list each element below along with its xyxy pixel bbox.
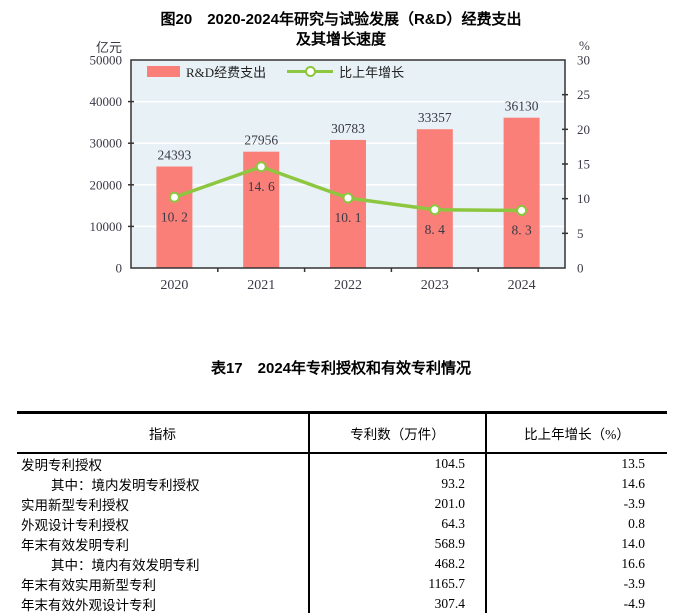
table-row: 年末有效实用新型专利 1165.7 -3.9 — [17, 574, 667, 594]
row-growth: -3.9 — [485, 494, 667, 514]
right-axis-unit: % — [579, 38, 590, 53]
row-label: 年末有效外观设计专利 — [21, 598, 156, 613]
table-row: 实用新型专利授权 201.0 -3.9 — [17, 494, 667, 514]
table-row: 其中：境内有效发明专利 468.2 16.6 — [17, 554, 667, 574]
row-label: 其中：境内发明专利授权 — [51, 478, 200, 493]
row-label: 实用新型专利授权 — [21, 498, 129, 513]
row-growth: 13.5 — [485, 453, 667, 474]
svg-text:30: 30 — [577, 53, 590, 68]
patent-table: 指标 专利数（万件） 比上年增长（%） 发明专利授权 104.5 13.5 其中… — [17, 411, 667, 613]
svg-text:10. 2: 10. 2 — [161, 209, 188, 224]
row-label: 年末有效实用新型专利 — [21, 578, 156, 593]
table-row: 其中：境内发明专利授权 93.2 14.6 — [17, 474, 667, 494]
svg-text:8. 4: 8. 4 — [425, 222, 446, 237]
chart-title: 图20 2020-2024年研究与试验发展（R&D）经费支出 及其增长速度 — [0, 10, 682, 50]
chart-legend: R&D经费支出 比上年增长 — [147, 62, 404, 81]
row-growth: -3.9 — [485, 574, 667, 594]
table-row: 年末有效发明专利 568.9 14.0 — [17, 534, 667, 554]
row-value: 93.2 — [308, 474, 486, 494]
svg-text:30000: 30000 — [90, 136, 123, 151]
table-row: 外观设计专利授权 64.3 0.8 — [17, 514, 667, 534]
svg-text:30783: 30783 — [331, 121, 365, 136]
row-value: 201.0 — [308, 494, 486, 514]
row-label: 外观设计专利授权 — [21, 518, 129, 533]
chart-title-line2: 及其增长速度 — [295, 31, 386, 48]
svg-text:40000: 40000 — [90, 94, 123, 109]
chart-title-line1: 图20 2020-2024年研究与试验发展（R&D）经费支出 — [160, 11, 522, 28]
svg-text:2022: 2022 — [334, 278, 362, 293]
svg-text:2021: 2021 — [247, 278, 275, 293]
header-patent-count: 专利数（万件） — [308, 412, 486, 454]
svg-text:15: 15 — [577, 157, 590, 172]
line-swatch-marker — [305, 66, 317, 77]
svg-text:10: 10 — [577, 191, 590, 206]
table-row: 发明专利授权 104.5 13.5 — [17, 453, 667, 474]
svg-text:2020: 2020 — [160, 278, 188, 293]
svg-text:14. 6: 14. 6 — [248, 179, 275, 194]
row-growth: 16.6 — [485, 554, 667, 574]
svg-text:8. 3: 8. 3 — [511, 222, 532, 237]
table-row: 年末有效外观设计专利 307.4 -4.9 — [17, 594, 667, 613]
svg-text:25: 25 — [577, 87, 590, 102]
row-growth: -4.9 — [485, 594, 667, 613]
svg-text:2024: 2024 — [508, 278, 536, 293]
line-swatch-icon — [287, 66, 334, 77]
table-title: 表17 2024年专利授权和有效专利情况 — [210, 360, 472, 377]
svg-text:2023: 2023 — [421, 278, 449, 293]
row-value: 568.9 — [308, 534, 486, 554]
svg-text:27956: 27956 — [244, 133, 278, 148]
svg-text:0: 0 — [116, 261, 123, 276]
legend-item-bar: R&D经费支出 — [147, 62, 266, 81]
svg-text:20000: 20000 — [90, 177, 123, 192]
row-value: 64.3 — [308, 514, 486, 534]
row-value: 307.4 — [308, 594, 486, 613]
svg-text:36130: 36130 — [505, 99, 539, 114]
row-growth: 14.0 — [485, 534, 667, 554]
header-growth: 比上年增长（%） — [485, 412, 667, 454]
row-label: 其中：境内有效发明专利 — [51, 558, 200, 573]
svg-text:20: 20 — [577, 122, 590, 137]
row-value: 468.2 — [308, 554, 486, 574]
row-growth: 0.8 — [485, 514, 667, 534]
table-header-row: 指标 专利数（万件） 比上年增长（%） — [17, 412, 667, 454]
left-axis-unit: 亿元 — [95, 40, 122, 55]
svg-text:5: 5 — [577, 226, 584, 241]
svg-text:10000: 10000 — [90, 219, 123, 234]
row-label: 发明专利授权 — [21, 458, 102, 473]
row-label: 年末有效发明专利 — [21, 538, 129, 553]
rd-expenditure-chart: 24393 27956 30783 33357 36130 10. 2 14. 6 10. 1… — [90, 53, 591, 294]
bar-swatch-icon — [147, 66, 180, 77]
legend-bar-label: R&D经费支出 — [186, 65, 267, 80]
svg-text:0: 0 — [577, 261, 584, 276]
svg-text:24393: 24393 — [158, 148, 192, 163]
row-value: 104.5 — [308, 453, 486, 474]
header-indicator: 指标 — [17, 412, 309, 454]
legend-item-line: 比上年增长 — [287, 62, 404, 81]
svg-text:33357: 33357 — [418, 110, 452, 125]
row-value: 1165.7 — [308, 574, 486, 594]
legend-line-label: 比上年增长 — [339, 65, 405, 80]
svg-text:50000: 50000 — [90, 53, 123, 68]
row-growth: 14.6 — [485, 474, 667, 494]
svg-text:10. 1: 10. 1 — [335, 210, 362, 225]
